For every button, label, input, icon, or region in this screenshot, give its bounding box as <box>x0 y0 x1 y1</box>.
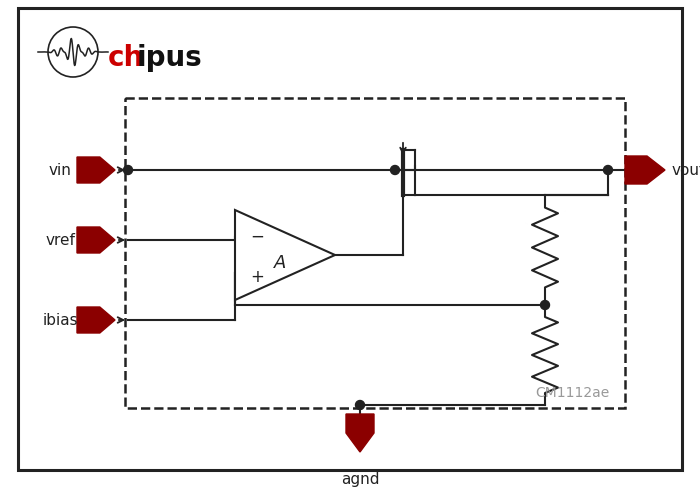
Text: agnd: agnd <box>341 472 379 487</box>
Text: −: − <box>250 228 264 246</box>
Polygon shape <box>77 157 115 183</box>
Text: ch: ch <box>108 44 144 72</box>
Polygon shape <box>77 227 115 253</box>
Text: A: A <box>274 254 286 272</box>
Circle shape <box>540 300 550 310</box>
Text: +: + <box>250 268 264 286</box>
Polygon shape <box>346 414 374 452</box>
Text: ibias: ibias <box>42 313 78 327</box>
Text: ipus: ipus <box>137 44 203 72</box>
Circle shape <box>356 400 365 410</box>
Bar <box>125 98 625 408</box>
Text: vout: vout <box>672 163 700 177</box>
Circle shape <box>603 166 612 174</box>
Circle shape <box>391 166 400 174</box>
Text: vref: vref <box>45 232 75 247</box>
Text: CM1112ae: CM1112ae <box>536 386 610 400</box>
Polygon shape <box>235 210 335 300</box>
Circle shape <box>123 166 132 174</box>
Text: vin: vin <box>48 163 71 177</box>
Polygon shape <box>77 307 115 333</box>
Polygon shape <box>625 156 665 184</box>
